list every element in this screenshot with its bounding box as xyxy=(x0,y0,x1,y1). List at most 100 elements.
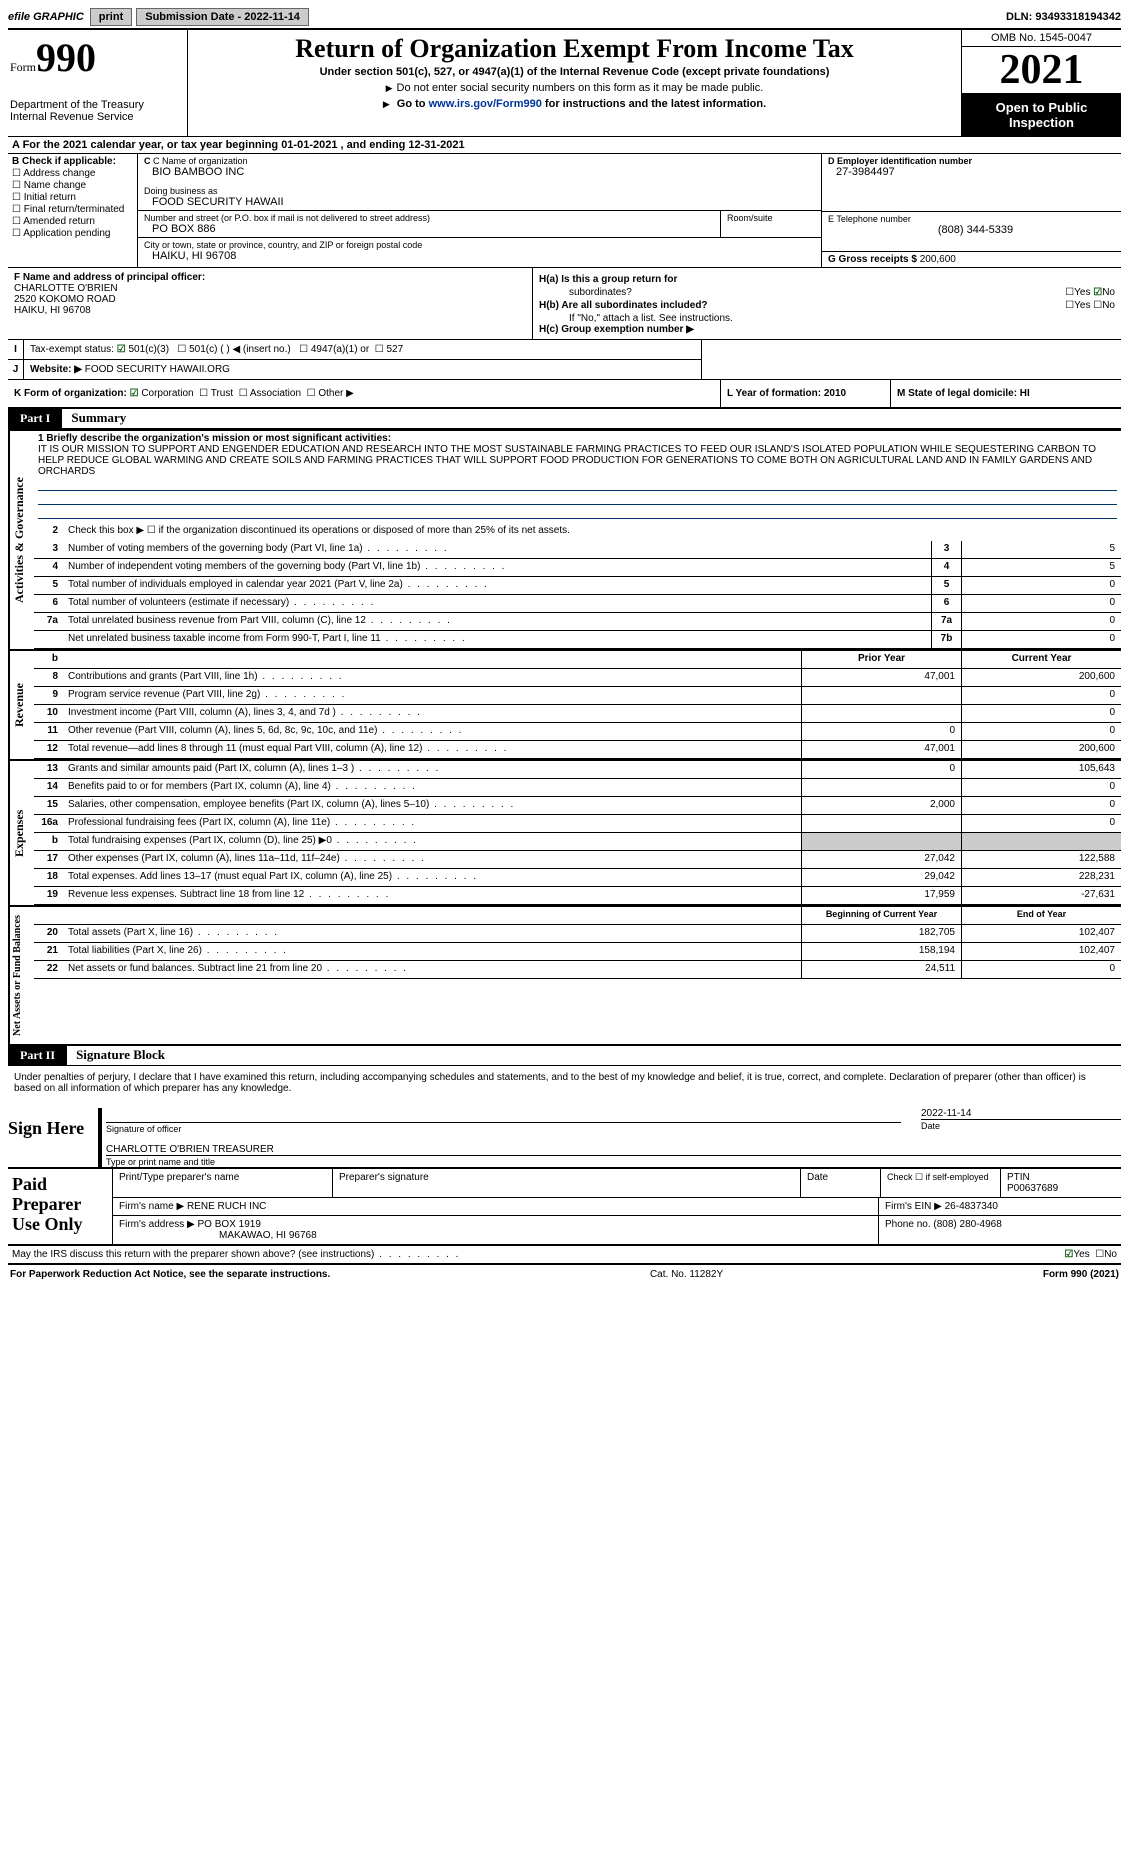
summary-line: 2Check this box ▶ ☐ if the organization … xyxy=(34,523,1121,541)
form-subtitle: Under section 501(c), 527, or 4947(a)(1)… xyxy=(196,66,953,78)
discuss-yesno[interactable]: ☑Yes ☐No xyxy=(1064,1249,1117,1260)
ein-value: 27-3984497 xyxy=(828,166,1115,178)
website-label: Website: ▶ xyxy=(30,364,82,375)
summary-line: 11Other revenue (Part VIII, column (A), … xyxy=(34,723,1121,741)
cb-initial-return[interactable]: Initial return xyxy=(12,192,133,203)
check-self-employed[interactable]: Check ☐ if self-employed xyxy=(881,1169,1001,1197)
dba-name: FOOD SECURITY HAWAII xyxy=(144,196,815,208)
sign-here-section: Sign Here Signature of officer 2022-11-1… xyxy=(8,1108,1121,1167)
officer-label: F Name and address of principal officer: xyxy=(14,272,205,283)
cb-name-change[interactable]: Name change xyxy=(12,180,133,191)
sig-date-label: Date xyxy=(921,1119,1121,1131)
print-button[interactable]: print xyxy=(90,8,132,26)
summary-line: bTotal fundraising expenses (Part IX, co… xyxy=(34,833,1121,851)
end-year-header: End of Year xyxy=(961,907,1121,924)
side-expenses: Expenses xyxy=(8,761,34,905)
org-name: BIO BAMBOO INC xyxy=(144,166,815,178)
paid-preparer-label: Paid Preparer Use Only xyxy=(8,1169,113,1244)
type-name-label: Type or print name and title xyxy=(106,1155,1121,1167)
cb-amended-return[interactable]: Amended return xyxy=(12,216,133,227)
firm-phone-label: Phone no. xyxy=(885,1219,931,1230)
ha-label: H(a) Is this a group return for xyxy=(539,274,677,285)
cb-501c[interactable]: ☐ 501(c) ( ) ◀ (insert no.) xyxy=(177,344,290,355)
side-revenue: Revenue xyxy=(8,651,34,759)
firm-name-label: Firm's name ▶ xyxy=(119,1201,184,1212)
page-footer: For Paperwork Reduction Act Notice, see … xyxy=(8,1265,1121,1284)
firm-name-value: RENE RUCH INC xyxy=(187,1201,266,1212)
principal-officer: F Name and address of principal officer:… xyxy=(8,268,533,339)
entity-info-grid: B Check if applicable: Address change Na… xyxy=(8,154,1121,268)
firm-phone-value: (808) 280-4968 xyxy=(933,1219,1001,1230)
tax-year: 2021 xyxy=(962,47,1121,94)
summary-line: 19Revenue less expenses. Subtract line 1… xyxy=(34,887,1121,905)
summary-line: 21Total liabilities (Part X, line 26)158… xyxy=(34,943,1121,961)
part1-title: Summary xyxy=(71,410,126,425)
officer-addr1: 2520 KOKOMO ROAD xyxy=(14,294,116,305)
year-formation: L Year of formation: 2010 xyxy=(727,388,846,399)
hb-yesno[interactable]: ☐Yes ☐No xyxy=(1065,300,1115,311)
summary-line: 17Other expenses (Part IX, column (A), l… xyxy=(34,851,1121,869)
cb-501c3[interactable]: ☑ 501(c)(3) xyxy=(117,344,169,355)
summary-line: 15Salaries, other compensation, employee… xyxy=(34,797,1121,815)
col-c-org-info: C C Name of organization BIO BAMBOO INC … xyxy=(138,154,821,267)
cb-trust[interactable]: ☐ Trust xyxy=(199,388,233,399)
sign-here-label: Sign Here xyxy=(8,1108,98,1167)
cb-application-pending[interactable]: Application pending xyxy=(12,228,133,239)
firm-addr-label: Firm's address ▶ xyxy=(119,1219,195,1230)
cb-address-change[interactable]: Address change xyxy=(12,168,133,179)
cb-corporation[interactable]: ☑ Corporation xyxy=(130,388,194,399)
firm-ein-label: Firm's EIN ▶ xyxy=(885,1201,942,1212)
sig-officer-label: Signature of officer xyxy=(106,1122,901,1134)
col-b-header: B Check if applicable: xyxy=(12,156,116,167)
firm-ein-value: 26-4837340 xyxy=(945,1201,998,1212)
submission-date-button[interactable]: Submission Date - 2022-11-14 xyxy=(136,8,309,26)
summary-line: 14Benefits paid to or for members (Part … xyxy=(34,779,1121,797)
org-name-label: C Name of organization xyxy=(153,156,248,166)
irs-link[interactable]: www.irs.gov/Form990 xyxy=(429,98,542,110)
summary-line: 8Contributions and grants (Part VIII, li… xyxy=(34,669,1121,687)
open-public-badge: Open to Public Inspection xyxy=(962,94,1121,136)
note-goto: Go to www.irs.gov/Form990 for instructio… xyxy=(196,98,953,110)
summary-line: Net unrelated business taxable income fr… xyxy=(34,631,1121,649)
cb-final-return[interactable]: Final return/terminated xyxy=(12,204,133,215)
phone-label: E Telephone number xyxy=(828,214,1115,224)
summary-line: 3Number of voting members of the governi… xyxy=(34,541,1121,559)
street-label: Number and street (or P.O. box if mail i… xyxy=(144,213,714,223)
summary-line: 5Total number of individuals employed in… xyxy=(34,577,1121,595)
header-left: Form990 Department of the Treasury Inter… xyxy=(8,30,188,136)
cb-other[interactable]: ☐ Other ▶ xyxy=(307,388,354,399)
efile-label: efile GRAPHIC xyxy=(8,11,84,23)
officer-addr2: HAIKU, HI 96708 xyxy=(14,305,91,316)
part1-badge: Part I xyxy=(8,409,62,428)
row-a-period: A For the 2021 calendar year, or tax yea… xyxy=(8,137,1121,154)
mission-line1 xyxy=(38,479,1117,491)
form-header: Form990 Department of the Treasury Inter… xyxy=(8,30,1121,137)
street-value: PO BOX 886 xyxy=(144,223,714,235)
officer-name: CHARLOTTE O'BRIEN xyxy=(14,283,118,294)
part2-title: Signature Block xyxy=(76,1047,165,1062)
tax-exempt-label: Tax-exempt status: xyxy=(30,344,114,355)
ha-yesno[interactable]: ☐Yes ☑No xyxy=(1065,287,1115,298)
top-toolbar: efile GRAPHIC print Submission Date - 20… xyxy=(8,8,1121,30)
netassets-section: Net Assets or Fund Balances Beginning of… xyxy=(8,905,1121,1046)
summary-line: 20Total assets (Part X, line 16)182,7051… xyxy=(34,925,1121,943)
summary-line: 6Total number of volunteers (estimate if… xyxy=(34,595,1121,613)
cb-527[interactable]: ☐ 527 xyxy=(375,344,403,355)
paid-preparer-section: Paid Preparer Use Only Print/Type prepar… xyxy=(8,1167,1121,1246)
header-center: Return of Organization Exempt From Incom… xyxy=(188,30,961,136)
mission-label: 1 Briefly describe the organization's mi… xyxy=(38,433,391,444)
footer-right: Form 990 (2021) xyxy=(1043,1269,1119,1280)
irs-label: Internal Revenue Service xyxy=(10,111,181,123)
row-i: I Tax-exempt status: ☑ 501(c)(3) ☐ 501(c… xyxy=(8,340,701,360)
row-f-h: F Name and address of principal officer:… xyxy=(8,268,1121,340)
cb-4947[interactable]: ☐ 4947(a)(1) or xyxy=(299,344,369,355)
mission-line2 xyxy=(38,493,1117,505)
room-label: Room/suite xyxy=(727,213,815,223)
current-year-header: Current Year xyxy=(961,651,1121,668)
summary-line: 18Total expenses. Add lines 13–17 (must … xyxy=(34,869,1121,887)
summary-line: 9Program service revenue (Part VIII, lin… xyxy=(34,687,1121,705)
cb-association[interactable]: ☐ Association xyxy=(239,388,301,399)
mission-text: IT IS OUR MISSION TO SUPPORT AND ENGENDE… xyxy=(38,444,1096,477)
part2-badge: Part II xyxy=(8,1046,67,1065)
discuss-row: May the IRS discuss this return with the… xyxy=(8,1246,1121,1265)
